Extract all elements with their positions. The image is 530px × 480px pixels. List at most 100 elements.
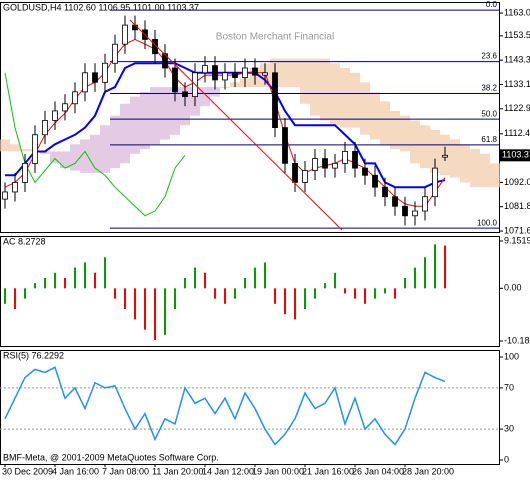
ac-bar <box>374 288 376 299</box>
ac-bar <box>64 277 66 289</box>
ac-bar <box>404 277 406 289</box>
ac-bar <box>224 288 226 304</box>
ac-bar <box>384 288 386 294</box>
main-panel-frame <box>0 2 500 233</box>
y-tick-label: 1092.00 <box>504 177 530 187</box>
cloud-slice <box>60 151 70 169</box>
cloud-slice <box>20 149 30 152</box>
trend-line <box>129 19 343 231</box>
ac-bar <box>354 288 356 299</box>
y-tick-label: 1112.40 <box>504 128 530 138</box>
ac-panel-frame <box>0 236 500 347</box>
candle-body <box>32 134 38 164</box>
candle-body <box>252 67 258 76</box>
y-tick-label: 9.1519 <box>504 235 530 245</box>
fib-label: 50.0 <box>481 109 497 118</box>
candle-body <box>422 196 428 212</box>
candle-body <box>432 167 438 198</box>
cloud-slice <box>210 87 220 97</box>
ac-bar <box>184 277 186 289</box>
ac-bar <box>324 283 326 289</box>
candle-body <box>22 162 28 183</box>
cloud-slice <box>100 125 110 173</box>
candle-body <box>172 67 178 93</box>
candle-body <box>102 62 108 83</box>
candle-body <box>112 43 118 64</box>
candle-body <box>402 205 408 217</box>
x-tick-label: 30 Dec 2009 <box>2 466 53 476</box>
candle-body <box>82 72 88 93</box>
ac-bar <box>414 267 416 289</box>
candle-body <box>322 158 328 169</box>
ac-bar <box>394 288 396 299</box>
cloud-slice <box>490 163 500 188</box>
fib-label: 100.0 <box>477 218 498 227</box>
candle-body <box>262 72 268 76</box>
y-tick-label: 1081.80 <box>504 201 530 211</box>
candle-body <box>182 91 188 98</box>
cloud-slice <box>170 87 180 135</box>
candle-body <box>92 72 98 83</box>
cloud-slice <box>280 58 290 88</box>
cloud-slice <box>140 91 150 150</box>
watermark: Boston Merchant Financial <box>216 32 334 43</box>
y-tick-label: 1122.90 <box>504 103 530 113</box>
cloud-slice <box>360 82 370 135</box>
cloud-slice <box>160 87 170 140</box>
candle-body <box>122 24 128 45</box>
ac-bar <box>144 288 146 330</box>
ac-bar <box>434 244 436 289</box>
rsi-line <box>4 366 446 446</box>
cloud-slice <box>150 87 160 145</box>
candle-body <box>302 170 308 183</box>
ac-bar <box>254 267 256 289</box>
candle-body <box>312 158 318 171</box>
cloud-slice <box>390 110 400 150</box>
ac-bar <box>134 288 136 320</box>
candle-body <box>382 186 388 198</box>
cloud-slice <box>300 58 310 104</box>
ac-bar <box>274 288 276 304</box>
cloud-slice <box>320 58 330 121</box>
x-tick-label: 11 Jan 20:00 <box>152 466 203 476</box>
cloud-slice <box>330 63 340 126</box>
rsi-title: RSI(5) 76.2292 <box>3 350 64 360</box>
x-tick-label: 19 Jan 00:00 <box>252 466 304 476</box>
candle-body <box>212 65 218 81</box>
cloud-slice <box>430 129 440 173</box>
fib-label: 61.8 <box>481 135 497 144</box>
cloud-slice <box>130 96 140 154</box>
ac-bar <box>154 288 156 341</box>
fib-label: 0.0 <box>486 0 498 9</box>
cloud-slice <box>480 153 490 188</box>
cloud-slice <box>310 58 320 116</box>
candle-body <box>292 162 298 183</box>
candle-body <box>222 72 228 81</box>
ac-bar <box>124 288 126 309</box>
candle-body <box>392 196 398 207</box>
ac-bar <box>84 262 86 289</box>
candle-body <box>372 174 378 188</box>
ac-bar <box>94 272 96 289</box>
ac-bar <box>444 245 446 289</box>
y-tick-label: 1153.50 <box>504 30 530 40</box>
y-tick-label: 0.00 <box>504 283 522 293</box>
x-tick-label: 21 Jan 16:00 <box>302 466 354 476</box>
ac-bar <box>264 262 266 289</box>
candle-body <box>342 151 348 164</box>
y-tick-label: 70 <box>504 382 514 392</box>
ac-bar <box>164 288 166 335</box>
y-tick-label: 1071.60 <box>504 225 530 235</box>
cloud-slice <box>90 134 100 173</box>
y-tick-label: 0 <box>504 454 509 464</box>
candle-body <box>42 120 48 136</box>
candle-body <box>362 167 368 176</box>
cloud-slice <box>350 72 360 128</box>
x-tick-label: 26 Jan 04:00 <box>352 466 404 476</box>
candle-body <box>332 162 338 169</box>
ac-bar <box>4 288 6 304</box>
cloud-slice <box>410 120 420 164</box>
candle-body <box>132 24 138 31</box>
cloud-slice <box>10 144 20 152</box>
